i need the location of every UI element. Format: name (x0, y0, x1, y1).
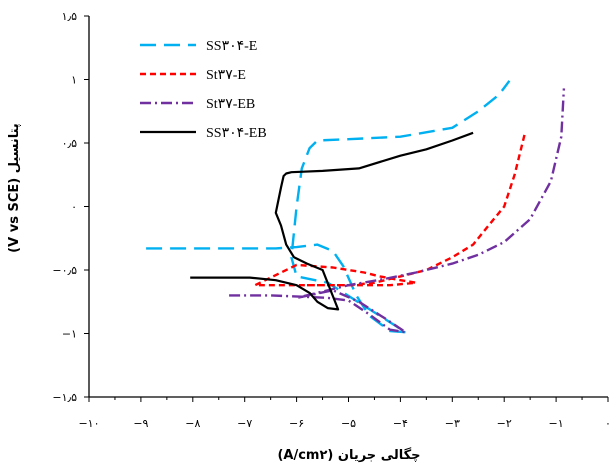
x-tick-label: −۵ (341, 417, 356, 430)
legend-label-4: SS۳۰۴-EB (206, 126, 267, 141)
series-line-1 (146, 80, 511, 334)
series-line-2 (253, 132, 527, 287)
x-tick-label: ۰ (605, 417, 611, 430)
y-tick-label: −۰٫۵ (52, 264, 77, 277)
y-tick-label: ۰ (71, 201, 77, 214)
series-layer (146, 80, 566, 334)
x-tick-label: −۷ (237, 417, 252, 430)
series-line-4 (190, 131, 474, 311)
x-tick-label: −۲ (497, 417, 512, 430)
legend: SS۳۰۴-E St۳۷-E St۳۷-EB SS۳۰۴-EB (140, 39, 267, 141)
y-tick-label: −۱٫۵ (52, 391, 77, 404)
legend-label-2: St۳۷-E (206, 68, 246, 83)
x-tick-label: −۸ (185, 417, 200, 430)
legend-label-1: SS۳۰۴-E (206, 39, 257, 54)
x-axis-title: چگالی جریان (A/cm۲) (277, 447, 420, 463)
x-tick-label: −۴ (393, 417, 408, 430)
y-tick-label: ۰٫۵ (62, 137, 77, 150)
x-tick-label: −۱ (549, 417, 564, 430)
x-tick-label: −۶ (289, 417, 304, 430)
ticks-layer: −۱۰ −۹ −۸ −۷ −۶ −۵ −۴ −۳ −۲ −۱ ۰۱٫۵۱۰٫۵۰−۰٫۵−۱−۱٫۵ (52, 10, 611, 430)
y-tick-label: ۱ (71, 74, 77, 87)
x-tick-label: −۱۰ (78, 417, 99, 430)
plot-area (88, 16, 608, 398)
x-tick-label: −۹ (133, 417, 148, 430)
y-axis-title: پتانسیل (V vs SCE) (7, 123, 22, 253)
series-line-3 (229, 88, 566, 334)
y-tick-label: ۱٫۵ (62, 10, 77, 23)
legend-label-3: St۳۷-EB (206, 97, 255, 112)
x-tick-label: −۳ (445, 417, 460, 430)
y-tick-label: −۱ (62, 328, 77, 341)
